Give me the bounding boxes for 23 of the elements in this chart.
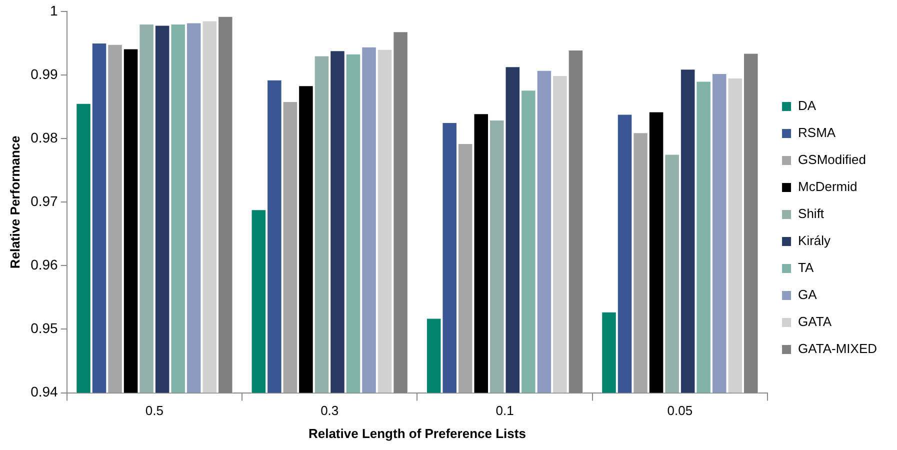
x-tick-label: 0.05 xyxy=(667,403,693,418)
x-tick-label: 0.3 xyxy=(320,403,339,418)
y-tick-label: 0.97 xyxy=(30,192,58,209)
legend-label: TA xyxy=(798,260,814,276)
x-axis-title: Relative Length of Preference Lists xyxy=(308,426,526,441)
y-tick-label: 0.95 xyxy=(30,320,58,336)
legend-label: GSModified xyxy=(798,152,866,168)
legend-label: Király xyxy=(798,233,832,248)
y-tick-label: 0.96 xyxy=(30,256,58,273)
legend-label: Shift xyxy=(798,206,824,222)
y-tick-label: 0.94 xyxy=(30,384,58,400)
legend-label: GATA-MIXED xyxy=(798,341,878,356)
legend-label: McDermid xyxy=(798,179,858,194)
y-tick-label: 0.98 xyxy=(30,129,58,146)
x-tick-label: 0.5 xyxy=(145,403,164,418)
legend-label: GA xyxy=(798,287,818,302)
legend-label: RSMA xyxy=(798,125,836,140)
y-axis-title: Relative Performance xyxy=(7,136,22,269)
legend-label: GATA xyxy=(798,314,832,330)
y-tick-label: 1 xyxy=(50,2,58,18)
x-tick-label: 0.1 xyxy=(496,403,514,418)
legend-label: DA xyxy=(798,98,816,114)
y-tick-label: 0.99 xyxy=(30,66,58,82)
